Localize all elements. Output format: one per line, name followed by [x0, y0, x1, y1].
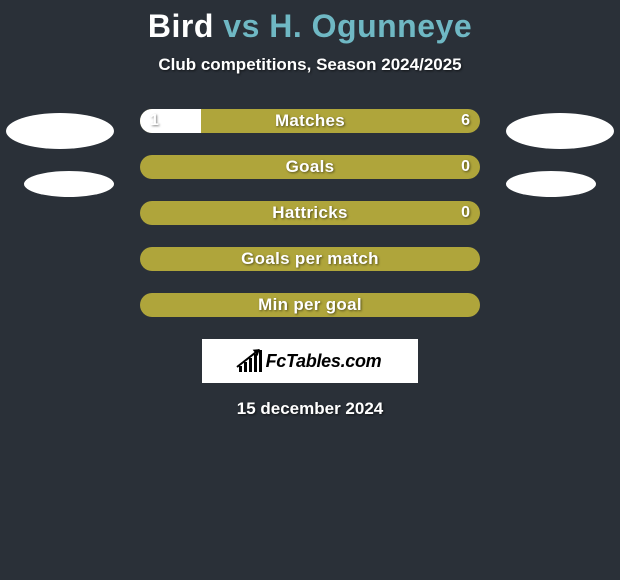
bar-label: Min per goal: [140, 293, 480, 317]
logo-text: FcTables.com: [266, 351, 382, 372]
avatar-right-large-icon: [506, 113, 614, 149]
stat-bar: Goals0: [140, 155, 480, 179]
avatar-right-small-icon: [506, 171, 596, 197]
stat-bar: Hattricks0: [140, 201, 480, 225]
logo-chart-icon: [239, 350, 262, 372]
bar-label: Goals: [140, 155, 480, 179]
bar-label: Goals per match: [140, 247, 480, 271]
infographic-root: Bird vs H. Ogunneye Club competitions, S…: [0, 0, 620, 419]
page-title: Bird vs H. Ogunneye: [0, 8, 620, 45]
date-text: 15 december 2024: [0, 399, 620, 419]
bar-label: Hattricks: [140, 201, 480, 225]
bar-value-right: 0: [451, 155, 480, 179]
stat-bar: Goals per match: [140, 247, 480, 271]
bar-value-right: 6: [451, 109, 480, 133]
stats-area: Matches16Goals0Hattricks0Goals per match…: [0, 109, 620, 317]
avatar-left-small-icon: [24, 171, 114, 197]
stat-bar: Min per goal: [140, 293, 480, 317]
subtitle: Club competitions, Season 2024/2025: [0, 55, 620, 75]
stat-bar: Matches1 6: [140, 109, 480, 133]
logo-box: FcTables.com: [202, 339, 418, 383]
avatar-left-large-icon: [6, 113, 114, 149]
bar-value-left: 1: [140, 109, 169, 133]
bar-label: Matches: [140, 109, 480, 133]
title-player1: Bird: [148, 8, 214, 44]
title-player2: H. Ogunneye: [269, 8, 472, 44]
title-vs: vs: [223, 8, 260, 44]
bar-value-right: 0: [451, 201, 480, 225]
